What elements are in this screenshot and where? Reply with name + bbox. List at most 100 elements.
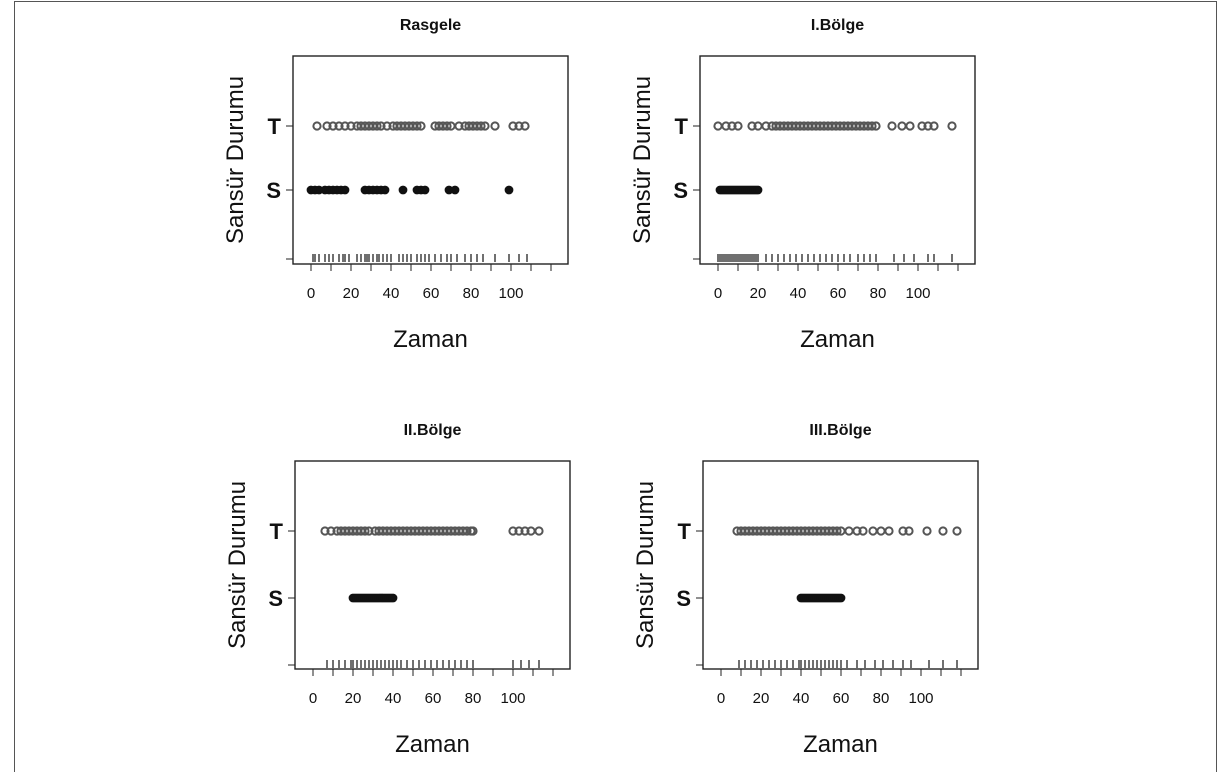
y-tick-label: T bbox=[675, 114, 689, 139]
plot-frame bbox=[292, 55, 569, 265]
data-point-T bbox=[876, 526, 886, 536]
data-point-T bbox=[476, 121, 486, 131]
data-point-T bbox=[898, 526, 908, 536]
data-point-T bbox=[322, 121, 332, 131]
data-point-T bbox=[360, 526, 370, 536]
data-point-T bbox=[412, 121, 422, 131]
data-point-T bbox=[852, 526, 862, 536]
data-point-T bbox=[334, 121, 344, 131]
x-tick-label: 80 bbox=[873, 690, 890, 707]
x-tick-label: 40 bbox=[383, 285, 400, 302]
y-tick-label: S bbox=[676, 586, 691, 611]
x-tick-label: 40 bbox=[385, 690, 402, 707]
plot-frame bbox=[294, 460, 571, 670]
chart-panel-2: I.Bölge S T Sansür Durumu 0 20 40 60 80 100 Zaman bbox=[629, 17, 976, 353]
data-point-T bbox=[534, 526, 544, 536]
data-point-T bbox=[442, 121, 452, 131]
data-point-T bbox=[312, 121, 322, 131]
data-point-T bbox=[508, 526, 518, 536]
x-tick-label: 40 bbox=[790, 285, 807, 302]
data-point-T bbox=[416, 121, 426, 131]
data-point-S bbox=[753, 185, 763, 195]
data-point-T bbox=[952, 526, 962, 536]
y-axis-label: Sansür Durumu bbox=[224, 481, 251, 649]
data-point-T bbox=[462, 526, 472, 536]
data-point-T bbox=[871, 121, 881, 131]
data-point-T bbox=[858, 526, 868, 536]
x-axis-label: Zaman bbox=[393, 326, 468, 353]
data-point-T bbox=[844, 526, 854, 536]
x-axis-label: Zaman bbox=[395, 731, 470, 758]
data-point-T bbox=[929, 121, 939, 131]
data-point-T bbox=[480, 121, 490, 131]
plot-frame bbox=[702, 460, 979, 670]
data-point-T bbox=[376, 121, 386, 131]
data-point-T bbox=[454, 121, 464, 131]
chart-panel-4: III.Bölge S T Sansür Durumu 0 20 40 60 80 100 Zama… bbox=[632, 422, 979, 758]
data-point-T bbox=[887, 121, 897, 131]
x-tick-label: 0 bbox=[307, 285, 315, 302]
x-tick-label: 100 bbox=[498, 285, 523, 302]
data-point-T bbox=[520, 121, 530, 131]
data-point-T bbox=[897, 121, 907, 131]
data-point-T bbox=[938, 526, 948, 536]
data-point-T bbox=[320, 526, 330, 536]
x-tick-label: 0 bbox=[714, 285, 722, 302]
data-point-T bbox=[514, 121, 524, 131]
x-tick-label: 100 bbox=[500, 690, 525, 707]
data-point-T bbox=[733, 121, 743, 131]
data-point-T bbox=[468, 526, 478, 536]
x-tick-label: 80 bbox=[870, 285, 887, 302]
chart-title: III.Bölge bbox=[809, 422, 871, 439]
x-tick-label: 60 bbox=[425, 690, 442, 707]
data-point-S bbox=[504, 185, 514, 195]
data-point-T bbox=[372, 121, 382, 131]
data-point-T bbox=[747, 121, 757, 131]
chart-panel-1: Rasgele S T Sansür Durumu 0 20 40 60 80 100 Zaman bbox=[222, 17, 569, 353]
figure-frame bbox=[14, 1, 1217, 772]
y-tick-label: S bbox=[266, 178, 281, 203]
y-tick-label: T bbox=[268, 114, 282, 139]
chart-panel-3: II.Bölge S T Sansür Durumu 0 20 40 60 80 100 Zaman bbox=[224, 422, 571, 758]
x-tick-label: 20 bbox=[750, 285, 767, 302]
data-point-T bbox=[382, 121, 392, 131]
x-tick-label: 20 bbox=[345, 690, 362, 707]
data-point-T bbox=[868, 526, 878, 536]
x-tick-label: 80 bbox=[463, 285, 480, 302]
data-point-T bbox=[922, 526, 932, 536]
data-point-T bbox=[905, 121, 915, 131]
data-point-T bbox=[884, 526, 894, 536]
data-point-T bbox=[867, 121, 877, 131]
y-axis-label: Sansür Durumu bbox=[629, 76, 656, 244]
chart-title: I.Bölge bbox=[811, 17, 864, 34]
x-tick-label: 60 bbox=[830, 285, 847, 302]
data-point-T bbox=[490, 121, 500, 131]
y-tick-label: T bbox=[270, 519, 284, 544]
x-tick-label: 20 bbox=[343, 285, 360, 302]
x-axis-label: Zaman bbox=[803, 731, 878, 758]
chart-title: Rasgele bbox=[400, 17, 461, 34]
data-point-T bbox=[917, 121, 927, 131]
data-point-S bbox=[380, 185, 390, 195]
data-point-T bbox=[326, 526, 336, 536]
x-tick-label: 20 bbox=[753, 690, 770, 707]
data-point-T bbox=[947, 121, 957, 131]
x-tick-label: 60 bbox=[833, 690, 850, 707]
data-point-T bbox=[508, 121, 518, 131]
data-point-T bbox=[923, 121, 933, 131]
data-point-S bbox=[450, 185, 460, 195]
x-tick-label: 60 bbox=[423, 285, 440, 302]
chart-title: II.Bölge bbox=[404, 422, 462, 439]
x-tick-label: 100 bbox=[908, 690, 933, 707]
plot-frame bbox=[699, 55, 976, 265]
y-tick-label: T bbox=[678, 519, 692, 544]
data-point-T bbox=[520, 526, 530, 536]
y-axis-label: Sansür Durumu bbox=[632, 481, 659, 649]
y-tick-label: S bbox=[268, 586, 283, 611]
x-tick-label: 0 bbox=[717, 690, 725, 707]
data-point-T bbox=[346, 121, 356, 131]
data-point-S bbox=[340, 185, 350, 195]
data-point-T bbox=[832, 526, 842, 536]
x-tick-label: 100 bbox=[905, 285, 930, 302]
